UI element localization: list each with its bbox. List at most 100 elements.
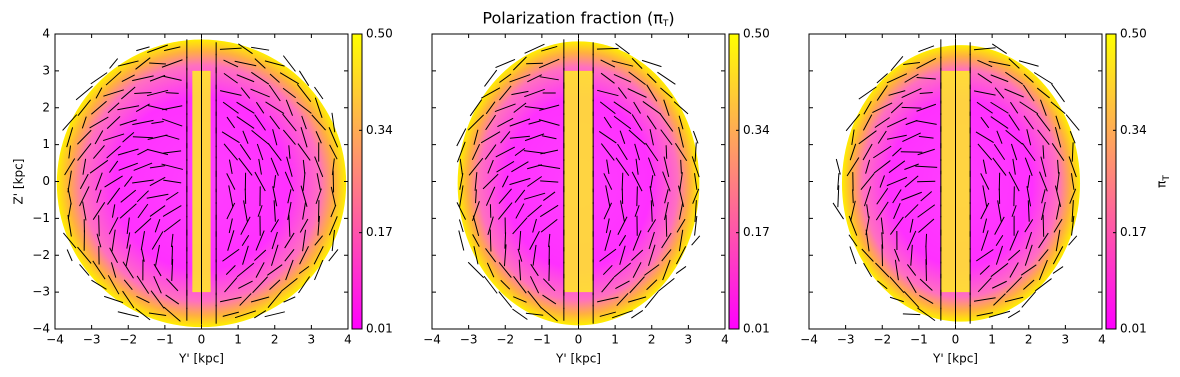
vector <box>456 202 467 220</box>
vector <box>109 247 118 264</box>
vector <box>894 248 900 262</box>
vector <box>242 130 249 144</box>
vector <box>239 144 252 160</box>
vector <box>252 276 268 294</box>
vector <box>146 148 169 156</box>
vector <box>548 233 551 248</box>
vector <box>876 187 889 205</box>
vector <box>849 143 857 161</box>
vector <box>916 103 937 112</box>
vector <box>121 74 135 82</box>
vector <box>1024 219 1034 233</box>
x-tick-label: 0 <box>952 333 960 347</box>
colorbar-tick-label: 0.50 <box>366 27 393 41</box>
vector <box>254 114 266 131</box>
vector <box>1022 84 1035 102</box>
vector <box>994 87 1005 99</box>
vector <box>150 290 165 309</box>
vector <box>530 263 539 277</box>
vector <box>603 202 613 220</box>
vector <box>472 200 480 222</box>
x-tick-label: 4 <box>1098 333 1106 347</box>
vector <box>111 204 116 218</box>
x-tick-label: 4 <box>721 333 729 347</box>
vector <box>524 43 545 54</box>
vector <box>120 189 137 203</box>
vector <box>254 310 267 319</box>
vector <box>514 189 526 203</box>
vector <box>242 245 249 265</box>
vector <box>228 159 233 174</box>
vector <box>889 216 904 235</box>
vector <box>1027 175 1031 188</box>
vector <box>122 290 135 309</box>
vector <box>902 313 921 316</box>
vector <box>135 308 151 321</box>
vector <box>267 264 283 276</box>
vector <box>1041 189 1046 204</box>
vector <box>154 219 161 233</box>
vector <box>602 264 613 276</box>
vector <box>982 218 988 234</box>
vector <box>222 101 239 114</box>
vector <box>1050 101 1066 115</box>
x-axis-label: Y' [kpc] <box>555 352 601 366</box>
vector <box>162 75 182 81</box>
vector <box>1010 101 1019 114</box>
vector <box>886 176 908 187</box>
vector <box>512 308 528 320</box>
vector <box>89 159 109 174</box>
vector <box>1026 186 1032 207</box>
vector <box>1054 185 1062 208</box>
colorbar-tick-label: 0.17 <box>1120 225 1147 239</box>
vector <box>284 232 295 249</box>
vector <box>485 114 496 131</box>
vector <box>250 88 270 98</box>
x-tick-label: −1 <box>533 333 551 347</box>
vector <box>863 101 872 115</box>
vector <box>473 129 479 145</box>
vector <box>633 101 641 114</box>
vector <box>90 72 108 85</box>
vector <box>1071 215 1075 236</box>
vector <box>282 129 296 145</box>
vector <box>601 277 615 293</box>
vector <box>285 99 294 116</box>
vector <box>267 291 282 308</box>
vector <box>485 248 497 263</box>
vector <box>525 312 544 316</box>
vector <box>170 233 174 248</box>
vector <box>234 60 257 67</box>
vector <box>123 176 133 187</box>
vector <box>498 262 512 278</box>
vector <box>497 117 514 128</box>
vector <box>286 156 293 177</box>
vector <box>161 59 183 68</box>
vector <box>540 149 559 155</box>
vector <box>250 296 270 303</box>
vector <box>917 148 935 156</box>
vector <box>524 88 545 98</box>
vector <box>228 185 234 208</box>
vector <box>456 128 467 147</box>
vector <box>474 172 478 191</box>
vector <box>1006 276 1023 293</box>
vector <box>163 179 182 184</box>
vector <box>611 60 634 67</box>
vector <box>649 129 654 146</box>
vector <box>541 135 557 140</box>
vector <box>538 58 560 69</box>
vector <box>509 118 531 127</box>
vector <box>1036 113 1051 132</box>
vector <box>678 185 685 208</box>
vector <box>889 276 905 293</box>
vector <box>311 114 326 131</box>
vector <box>532 218 537 233</box>
x-tick-label: −2 <box>119 333 137 347</box>
vector <box>618 234 627 247</box>
vector <box>302 229 307 252</box>
vector <box>328 249 339 262</box>
vector <box>228 218 233 234</box>
vector <box>901 191 922 201</box>
vector <box>284 171 295 192</box>
